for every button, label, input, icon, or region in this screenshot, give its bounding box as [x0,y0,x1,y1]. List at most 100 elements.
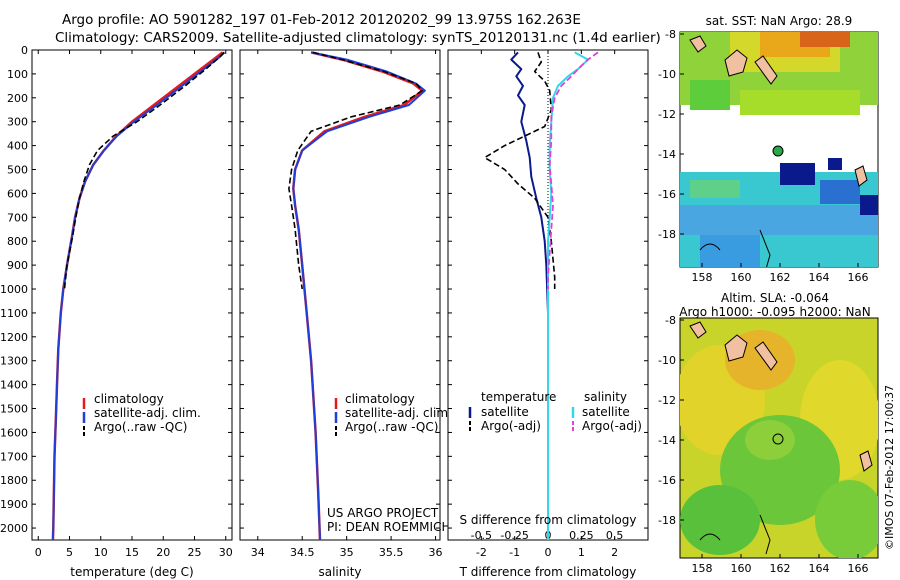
series-line-satellite-adj-clim- [292,51,426,540]
x-tick-label: 0 [35,546,42,559]
map-x-tick-label: 164 [809,562,830,575]
sla-field [680,321,878,558]
difference-lines [483,51,599,540]
map-x-tick-label: 160 [731,562,752,575]
map-x-tick-label: 158 [692,271,713,284]
map-x-tick-label: 158 [692,562,713,575]
temperature-axes [31,49,233,541]
legend-s-satellite: satellite [582,405,630,419]
series-line-argo-adj- [483,52,556,289]
series-line-argo-raw-qc- [63,51,225,290]
project-annotation: US ARGO PROJECT [327,506,439,520]
depth-tick-label: 300 [7,116,28,129]
x-tick-label: 10 [94,546,108,559]
argo-location-marker [772,145,784,157]
x-tick-label: 34.5 [290,546,315,559]
temperature-lines [51,51,226,540]
legend-s-argo: Argo(..raw -QC) [345,420,438,434]
temperature-legend: climatology satellite-adj. clim. Argo(..… [82,392,201,437]
x-tick-label: 0 [545,546,552,559]
depth-tick-labels: 0 100 200 300 400 500 600 700 800 900 1000 1100 1200… [0,44,28,535]
map-x-tick-label: 166 [848,271,869,284]
salinity-panel: 34 34.5 35 35.5 36 salinity climatology sate… [239,49,452,579]
legend-temperature-title: temperature [481,390,556,404]
legend-s-satellite-adj: satellite-adj. clim. [345,406,452,420]
legend-t-argo: Argo(-adj) [481,419,541,433]
x-tick-label: 30 [219,546,233,559]
salinity-axes [239,49,441,541]
salinity-ticks: 34 34.5 35 35.5 36 [240,49,443,559]
sla-map: Altim. SLA: -0.064 Argo h1000: -0.095 h2… [658,291,879,575]
legend-s-argo-adj: Argo(-adj) [582,419,642,433]
difference-x2label: S difference from climatology [460,513,637,527]
temperature-xlabel: temperature (deg C) [70,565,193,579]
map-y-tick-label: -14 [658,434,676,447]
map-x-tick-label: 162 [770,271,791,284]
legend-argo: Argo(..raw -QC) [94,420,187,434]
sla-map-ticks: 158 160 162 164 166 -8 -10 -12 -14 -16 -18 [658,314,868,575]
series-line-satellite-adj-clim- [51,51,226,540]
map-x-tick-label: 162 [770,562,791,575]
x-tick-label: -1 [509,546,520,559]
depth-tick-label: 2000 [0,522,28,535]
depth-tick-label: 1300 [0,355,28,368]
depth-tick-label: 900 [7,259,28,272]
depth-tick-label: 800 [7,235,28,248]
map-x-tick-label: 164 [809,271,830,284]
depth-tick-label: 1000 [0,283,28,296]
depth-tick-label: 200 [7,92,28,105]
depth-tick-label: 500 [7,164,28,177]
depth-tick-label: 1100 [0,307,28,320]
legend-climatology: climatology [94,392,164,406]
x-tick-label: -2 [476,546,487,559]
map-y-tick-label: -16 [658,188,676,201]
x-tick-label: 20 [156,546,170,559]
header-line2: Climatology: CARS2009. Satellite-adjuste… [55,30,661,46]
salinity-legend: climatology satellite-adj. clim. Argo(..… [334,392,452,437]
map-y-tick-label: -8 [665,28,676,41]
series-line-argo-raw-qc- [288,51,424,290]
map-y-tick-label: -12 [658,394,676,407]
depth-tick-label: 600 [7,187,28,200]
difference-panel: -2 -1 0 1 2-0.5 -0.25 0 0.25 0.5 S difference fr… [447,49,649,579]
sla-map-title2: Argo h1000: -0.095 h2000: NaN [679,305,871,319]
sst-map: sat. SST: NaN Argo: 28.9 158 160 162 16 [658,14,879,284]
legend-s-climatology: climatology [345,392,415,406]
x-tick-label: 1 [578,546,585,559]
pi-annotation: PI: DEAN ROEMMICH [327,520,450,534]
salinity-xlabel: salinity [318,565,361,579]
series-line-satellite [547,51,589,540]
depth-tick-label: 700 [7,211,28,224]
legend-salinity-title: salinity [584,390,627,404]
sst-map-title: sat. SST: NaN Argo: 28.9 [706,14,853,28]
sst-map-ticks: 158 160 162 164 166 -8 -10 -12 -14 -16 -18 [658,28,868,284]
map-y-tick-label: -12 [658,108,676,121]
x-tick-label: 34 [251,546,265,559]
salinity-lines [288,51,426,540]
depth-tick-label: 1700 [0,450,28,463]
x2-tick-label: -0.25 [500,529,528,542]
map-x-tick-label: 166 [848,562,869,575]
x-tick-label: 2 [611,546,618,559]
series-line-argo-adj- [547,51,599,289]
map-y-tick-label: -16 [658,474,676,487]
x2-tick-label: -0.5 [471,529,492,542]
map-y-tick-label: -10 [658,354,676,367]
map-y-tick-label: -8 [665,314,676,327]
x2-tick-label: 0.5 [606,529,624,542]
depth-tick-label: 1200 [0,331,28,344]
sst-field [680,32,878,267]
header-line1: Argo profile: AO 5901282_197 01-Feb-2012… [62,12,581,28]
map-y-tick-label: -18 [658,514,676,527]
temperature-panel: 0100200300400500600700800900100011001200… [0,44,233,579]
depth-tick-label: 0 [21,44,28,57]
depth-tick-label: 1500 [0,403,28,416]
x-tick-label: 5 [66,546,73,559]
x-tick-label: 36 [429,546,443,559]
depth-tick-label: 1800 [0,474,28,487]
x2-tick-label: 0.25 [569,529,594,542]
map-x-tick-label: 160 [731,271,752,284]
map-y-tick-label: -18 [658,228,676,241]
x-tick-label: 35 [340,546,354,559]
